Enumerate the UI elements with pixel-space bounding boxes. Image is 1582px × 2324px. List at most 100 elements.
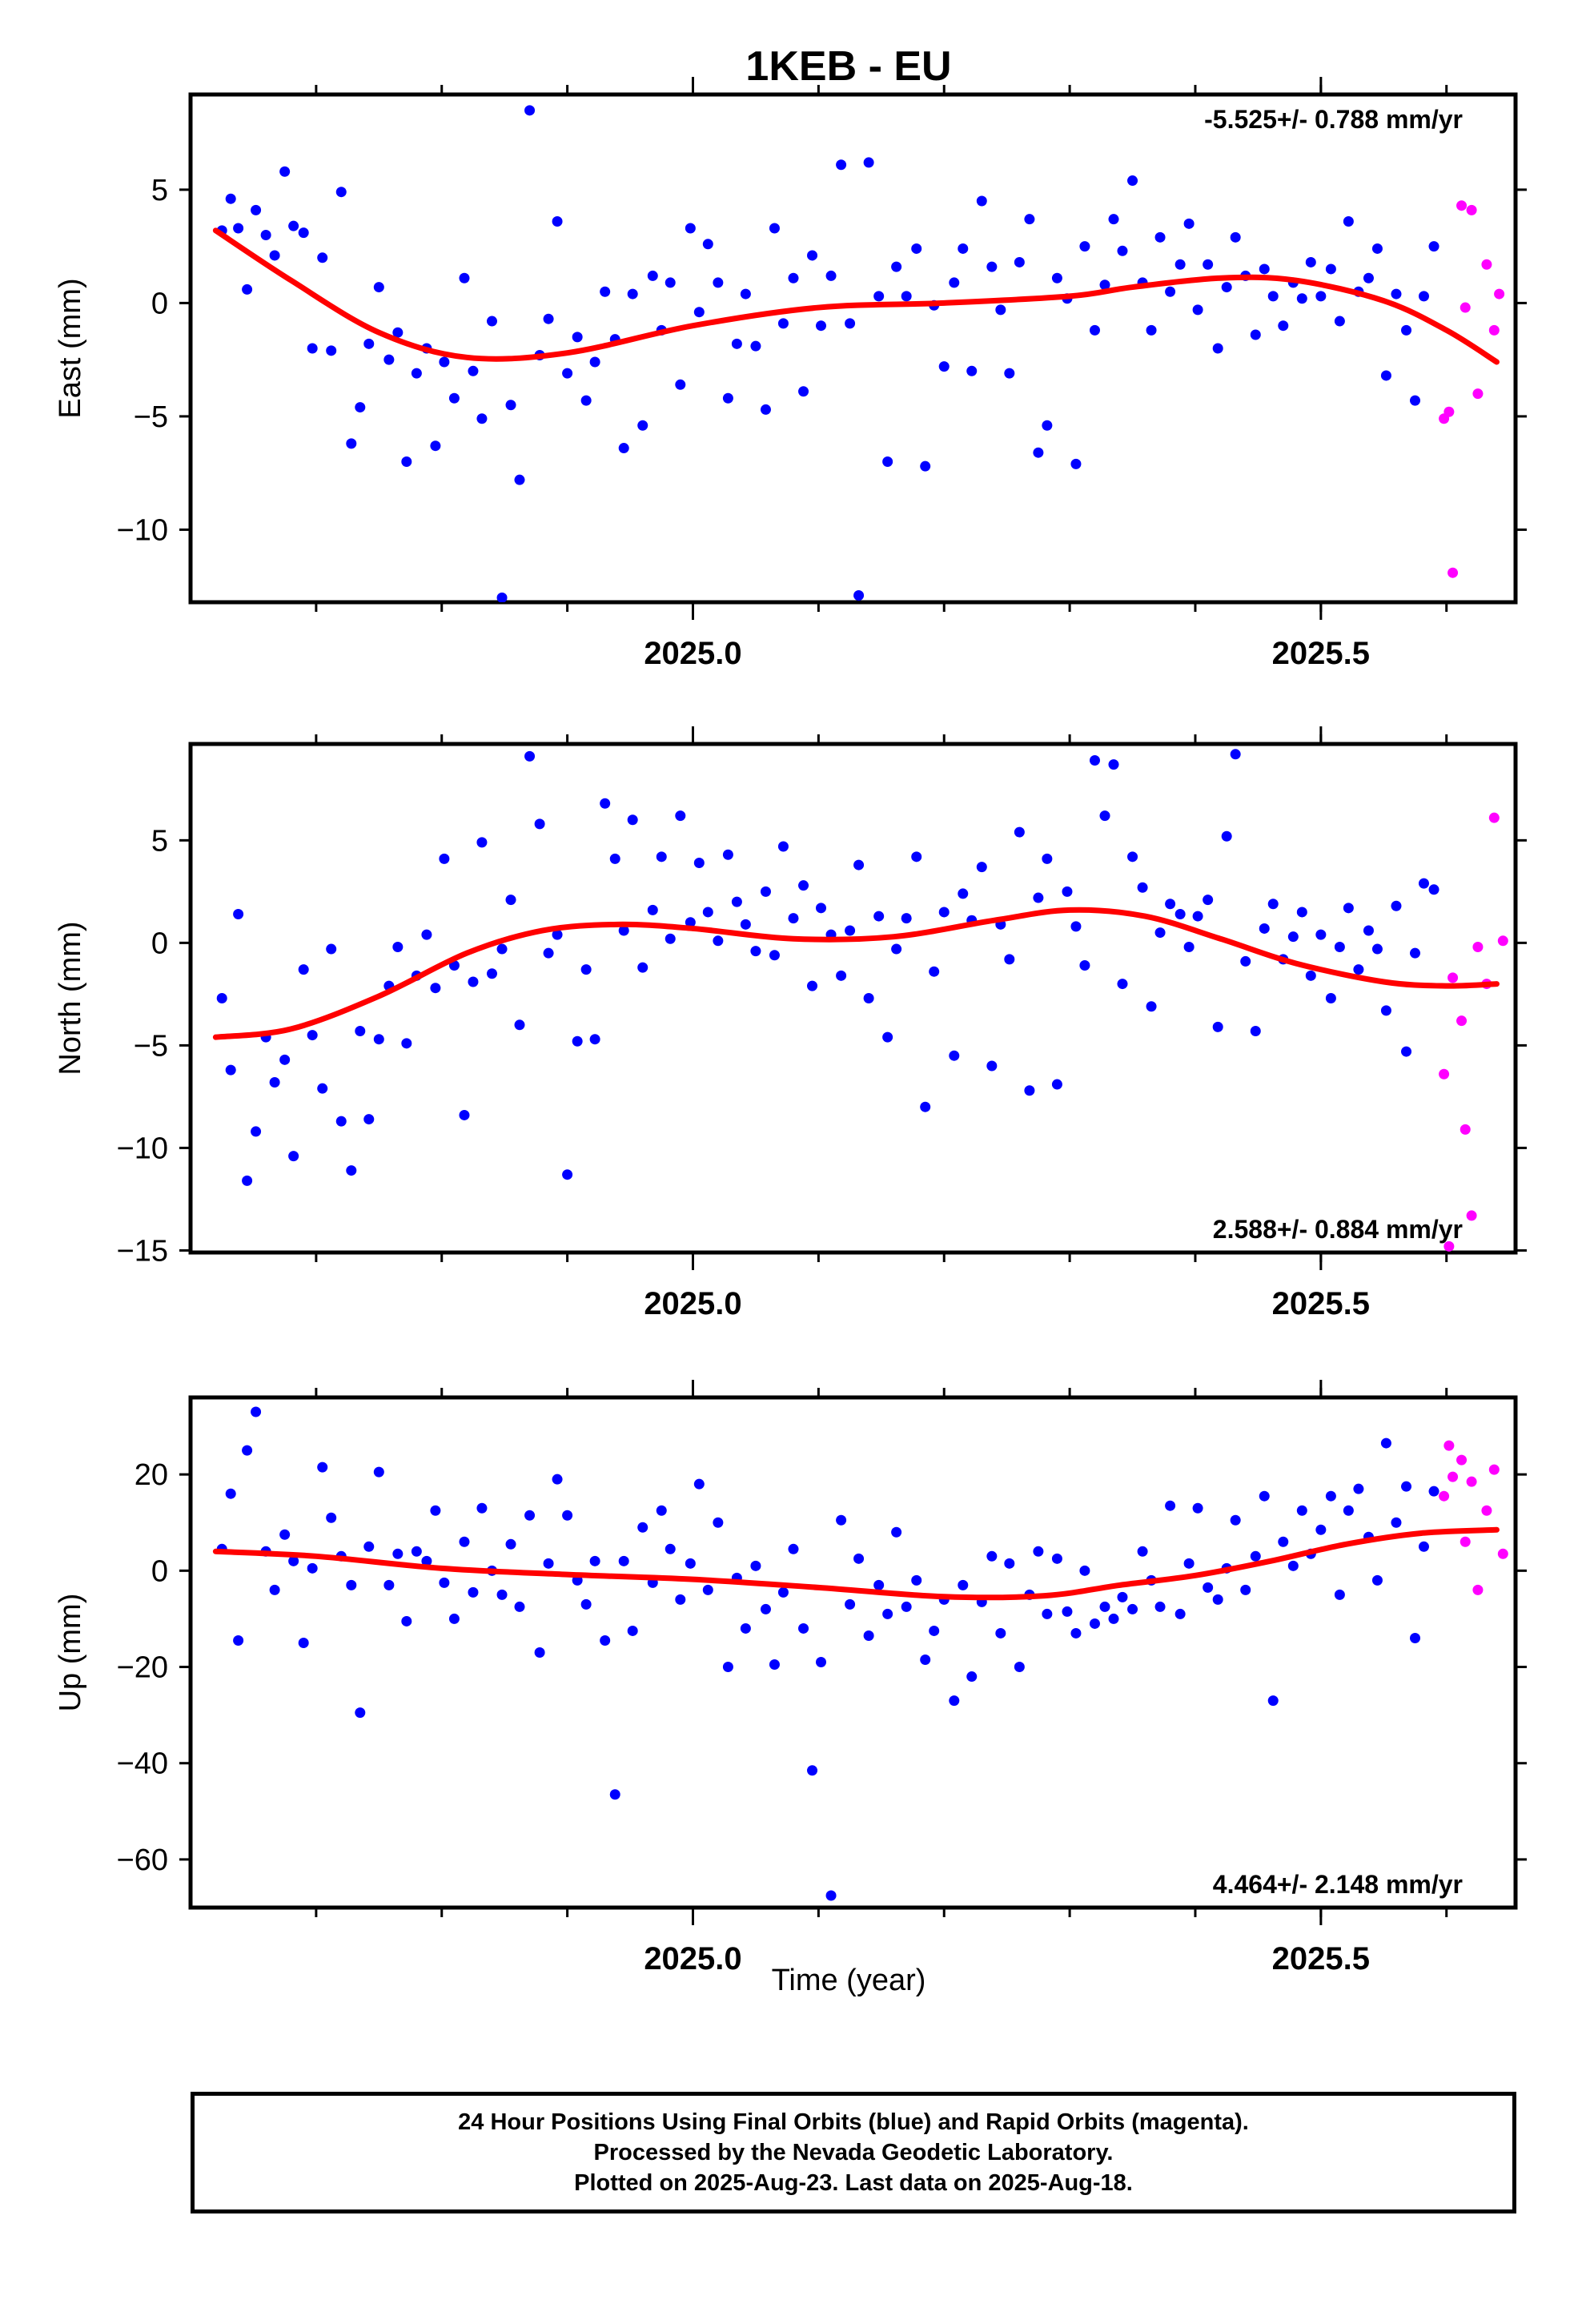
east-final-point [627,288,638,300]
up-final-point [298,1637,309,1648]
north-final-point [836,970,847,981]
up-final-point [1174,1608,1186,1619]
north-final-point [1343,903,1354,914]
east-final-point [1174,259,1186,270]
east-final-point [958,243,969,254]
north-final-point [1117,979,1128,990]
up-final-point [845,1598,856,1610]
north-final-point [845,925,856,936]
up-final-point [307,1562,318,1574]
north-final-point [1325,993,1336,1003]
north-final-point [976,862,987,873]
up-final-point [355,1707,366,1719]
up-final-point [1250,1550,1261,1562]
east-final-point [1099,279,1110,291]
up-final-point [1267,1695,1279,1707]
up-final-point [1137,1546,1148,1557]
east-final-point [1004,368,1015,379]
east-final-point [760,404,771,415]
north-rapid-point [1460,1124,1471,1135]
up-final-point [1108,1613,1119,1624]
north-final-point [901,913,912,924]
east-final-point [346,438,357,449]
north-data-layer [212,749,1508,1252]
east-final-point [260,229,271,240]
up-rapid-point [1456,1454,1468,1466]
north-final-point [468,976,479,987]
east-final-point [1391,288,1402,300]
up-final-point [1410,1632,1421,1643]
east-final-point [468,365,479,376]
up-final-point [798,1622,809,1634]
east-fit-curve [212,227,1500,365]
north-y-tick-label: −15 [117,1234,168,1268]
up-final-point [722,1662,733,1673]
up-final-point [346,1579,357,1590]
east-final-point [486,316,497,327]
north-final-point [1221,830,1232,842]
east-final-point [562,368,573,379]
north-rapid-point [1488,812,1500,823]
up-final-point [514,1601,525,1612]
north-final-point [288,1151,299,1162]
up-final-point [233,1634,244,1646]
up-final-point [995,1627,1006,1638]
up-y-tick-label: −60 [117,1844,168,1877]
east-final-point [552,216,563,227]
up-final-point [421,1555,432,1566]
east-final-point [1315,291,1327,302]
east-final-point [713,277,724,288]
north-final-point [552,929,563,940]
north-final-point [815,903,826,914]
up-final-point [580,1598,592,1610]
east-x-tick-label: 2025.5 [1272,636,1370,671]
east-final-point [911,243,922,254]
north-rapid-point [1497,935,1508,947]
up-final-point [901,1601,912,1612]
north-final-point [1203,895,1214,906]
up-final-point [383,1579,395,1590]
north-final-point [486,968,497,979]
east-final-point [693,307,705,318]
north-final-point [1192,911,1203,922]
east-y-axis-label: East (mm) [54,278,87,418]
up-final-point [448,1613,460,1624]
up-plot-frame [188,1395,1518,1910]
east-final-point [873,291,885,302]
east-final-point [1250,329,1261,340]
x-axis-label: Time (year) [772,1964,926,1997]
up-final-point [279,1529,291,1540]
up-final-point [288,1555,299,1566]
up-final-point [1165,1500,1176,1511]
up-final-point [675,1594,686,1605]
north-final-point [949,1050,960,1061]
up-final-point [1287,1560,1299,1571]
east-final-point [976,195,987,207]
east-final-point [1146,324,1157,336]
up-final-point [1380,1437,1391,1449]
east-final-point [269,250,280,261]
up-rapid-point [1481,1505,1492,1516]
east-final-point [298,227,309,239]
up-final-point [949,1695,960,1707]
up-final-point [1070,1627,1082,1638]
north-final-point [543,947,554,959]
north-final-point [1363,925,1374,936]
up-rapid-point [1447,1471,1459,1482]
up-final-point [911,1574,922,1586]
north-final-point [1014,826,1025,838]
up-final-point [777,1586,789,1598]
up-final-point [891,1526,902,1538]
north-final-point [1062,886,1073,897]
up-final-point [1240,1584,1251,1595]
up-rapid-point [1488,1464,1500,1475]
east-data-layer [212,105,1505,602]
east-final-point [1183,218,1195,229]
east-rapid-point [1460,302,1471,313]
north-final-point [938,907,950,918]
north-final-point [242,1175,253,1186]
up-fit-curve [212,1526,1500,1601]
up-final-point [665,1543,676,1554]
north-final-point [317,1083,328,1094]
